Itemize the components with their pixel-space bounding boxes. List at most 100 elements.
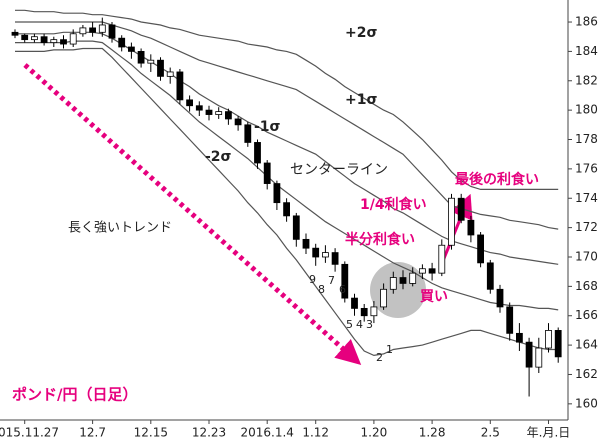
annotation: 買い <box>420 289 448 305</box>
annotation: 3 <box>366 318 373 331</box>
candle-body <box>302 238 310 249</box>
x-tick-label: 1.28 <box>419 426 446 440</box>
y-tick-label: 172 <box>575 220 598 234</box>
band-line <box>15 21 559 230</box>
candle-body <box>186 99 194 107</box>
candle-body <box>370 306 378 317</box>
candle-body <box>399 277 407 284</box>
candle-body <box>360 307 368 317</box>
candle-body <box>448 197 455 246</box>
candle-body <box>50 39 58 43</box>
band-label: -2σ <box>205 149 232 165</box>
candle-body <box>535 347 543 368</box>
y-tick-label: 168 <box>575 279 598 293</box>
annotation: 2 <box>376 351 383 364</box>
band-line <box>15 31 559 265</box>
candle-body <box>331 252 339 265</box>
y-tick-label: 182 <box>575 73 598 87</box>
candle-body <box>215 111 223 115</box>
candle-body <box>40 36 48 43</box>
band-line <box>15 47 559 357</box>
annotation: 6 <box>339 283 346 296</box>
candle-body <box>321 252 329 258</box>
y-tick-label: 186 <box>575 15 598 29</box>
y-tick-label: 184 <box>575 44 598 58</box>
candle-body <box>525 341 533 368</box>
x-tick-label: 12.15 <box>134 426 168 440</box>
candle-body <box>89 27 96 33</box>
candle-body <box>147 59 155 64</box>
candle-body <box>195 105 203 111</box>
annotation: 半分利食い <box>345 231 415 248</box>
candle-body <box>98 24 106 33</box>
annotation: 1 <box>386 343 393 356</box>
x-tick-label: 1.12 <box>302 426 329 440</box>
x-tick-label: 2.5 <box>481 426 500 440</box>
x-tick-label: 1.20 <box>361 426 388 440</box>
candle-body <box>254 142 261 164</box>
candle-body <box>205 109 213 115</box>
candle-body <box>118 37 126 48</box>
candle-body <box>554 330 562 358</box>
x-tick-label: 12.7 <box>79 426 106 440</box>
candle-body <box>127 46 135 52</box>
y-tick-label: 170 <box>575 249 598 263</box>
annotation: 8 <box>318 283 325 296</box>
candle-body <box>283 202 291 217</box>
candle-body <box>21 34 29 41</box>
candle-body <box>477 234 485 264</box>
x-tick-label: 年.月.日 <box>527 426 571 440</box>
bands <box>15 9 559 357</box>
annotation: 7 <box>328 274 335 287</box>
y-tick-label: 180 <box>575 103 598 117</box>
y-tick-label: 164 <box>575 338 598 352</box>
candle-body <box>79 27 87 35</box>
candle-body <box>545 330 552 349</box>
y-tick-label: 166 <box>575 308 598 322</box>
y-tick-label: 162 <box>575 367 598 381</box>
y-tick-label: 178 <box>575 132 598 146</box>
x-tick-label: 12.23 <box>192 426 226 440</box>
candle-body <box>60 39 67 45</box>
candle-body <box>496 288 504 308</box>
annotation: 長く強いトレンド <box>68 221 172 236</box>
annotation: 9 <box>309 273 316 286</box>
candle-body <box>380 288 388 308</box>
annotation: 最後の利食い <box>455 171 539 188</box>
band-label: センターライン <box>290 162 388 178</box>
candle-body <box>409 272 417 284</box>
candle-body <box>292 215 300 240</box>
candle-body <box>11 31 19 36</box>
candle-body <box>312 247 320 258</box>
candle-body <box>69 33 77 45</box>
candle-body <box>176 71 184 101</box>
annotation: 4 <box>356 318 363 331</box>
candle-body <box>516 332 523 343</box>
candle-body <box>389 277 397 290</box>
candle-body <box>506 306 514 334</box>
candle-body <box>108 24 116 39</box>
trend-arrow <box>23 63 362 365</box>
candle-body <box>244 124 252 143</box>
y-tick-label: 160 <box>575 396 598 410</box>
candle-body <box>224 111 232 120</box>
candle-body <box>341 263 349 299</box>
chart-title: ポンド/円（日足） <box>12 386 137 404</box>
candle-body <box>428 268 436 274</box>
candle-body <box>234 118 242 126</box>
x-tick-label: 2015.11.27 <box>0 426 59 440</box>
annotation: 1/4利食い <box>360 196 427 213</box>
candle-body <box>137 50 145 64</box>
candle-body <box>457 197 465 221</box>
band-label: -1σ <box>254 119 281 135</box>
candle-body <box>166 71 174 77</box>
band-line <box>15 9 559 190</box>
y-tick-label: 176 <box>575 161 598 175</box>
band-label: +1σ <box>345 92 377 108</box>
candle-body <box>273 183 281 204</box>
x-tick-label: 2016.1.4 <box>240 426 293 440</box>
buy-circle <box>370 262 426 318</box>
band-label: +2σ <box>345 25 377 41</box>
